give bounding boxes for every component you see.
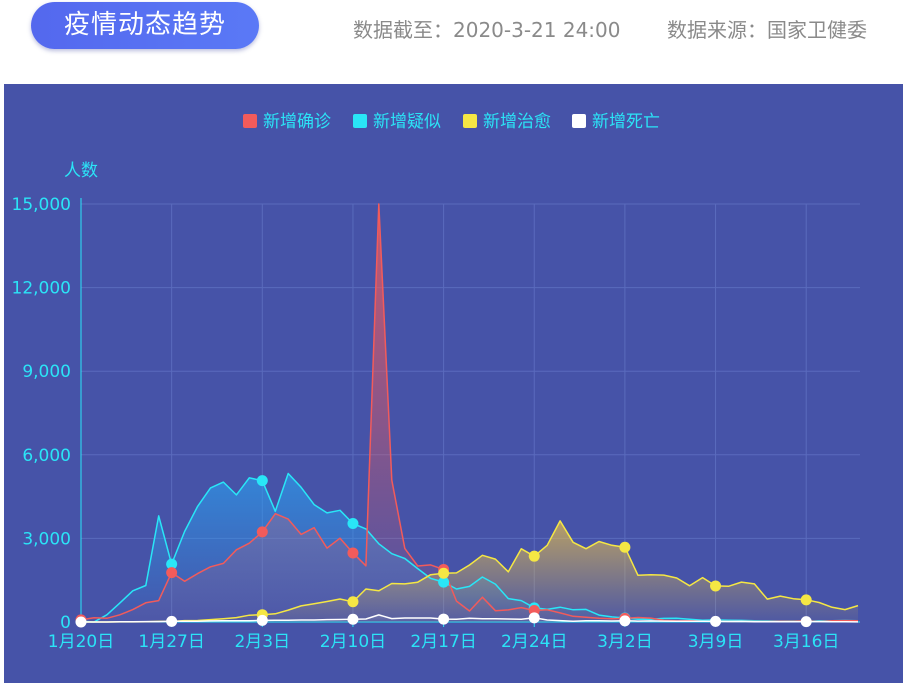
data-point-suspected[interactable] xyxy=(347,517,359,529)
legend-swatch xyxy=(463,114,477,128)
x-tick-label: 3月16日 xyxy=(773,632,839,652)
data-point-cured[interactable] xyxy=(710,580,722,592)
x-tick-label: 3月9日 xyxy=(688,632,744,652)
data-point-deaths[interactable] xyxy=(75,616,87,628)
series-markers xyxy=(75,475,812,628)
legend-label: 新增治愈 xyxy=(483,112,551,132)
x-tick-label: 2月17日 xyxy=(410,632,476,652)
series-line-suspected xyxy=(80,472,859,623)
data-point-deaths[interactable] xyxy=(619,615,631,627)
y-axis-label: 人数 xyxy=(64,161,98,181)
data-source-text: 数据来源：国家卫健委 xyxy=(667,18,867,42)
series-area-cured xyxy=(81,520,858,622)
series-line-deaths xyxy=(81,614,859,623)
data-point-cured[interactable] xyxy=(800,594,812,606)
series-area-confirmed xyxy=(81,204,858,622)
data-point-deaths[interactable] xyxy=(347,613,359,625)
data-point-confirmed[interactable] xyxy=(166,567,178,579)
x-tick-label: 1月27日 xyxy=(138,632,204,652)
y-tick-label: 0 xyxy=(60,613,71,633)
legend-item-confirmed[interactable]: 新增确诊 xyxy=(243,112,331,132)
data-point-confirmed[interactable] xyxy=(256,526,268,538)
legend-label: 新增确诊 xyxy=(263,112,331,132)
series-lines xyxy=(80,203,859,623)
y-tick-label: 3,000 xyxy=(22,529,71,549)
data-date-text: 数据截至：2020-3-21 24:00 xyxy=(353,18,621,42)
y-tick-label: 9,000 xyxy=(22,362,71,382)
page-title: 疫情动态趋势 xyxy=(31,2,259,49)
data-point-cured[interactable] xyxy=(528,550,540,562)
y-tick-label: 12,000 xyxy=(12,279,71,299)
grid-lines xyxy=(81,203,860,622)
series-areas xyxy=(81,204,858,622)
legend-label: 新增疑似 xyxy=(373,112,441,132)
data-point-suspected[interactable] xyxy=(256,475,268,487)
data-point-deaths[interactable] xyxy=(438,613,450,625)
data-point-confirmed[interactable] xyxy=(347,547,359,559)
x-tick-label: 2月3日 xyxy=(234,632,290,652)
data-point-deaths[interactable] xyxy=(166,615,178,627)
data-point-cured[interactable] xyxy=(438,567,450,579)
x-tick-label: 1月20日 xyxy=(48,632,114,652)
data-point-deaths[interactable] xyxy=(800,616,812,628)
legend-swatch xyxy=(353,114,367,128)
chart-legend: 新增确诊 新增疑似 新增治愈 新增死亡 xyxy=(243,112,660,132)
legend-item-deaths[interactable]: 新增死亡 xyxy=(572,112,660,132)
series-line-cured xyxy=(81,520,859,623)
trend-chart: 新增确诊 新增疑似 新增治愈 新增死亡 人数 0 3,000 6,000 9,000 12,0… xyxy=(12,112,860,652)
x-tick-label: 2月24日 xyxy=(501,632,567,652)
x-tick-label: 2月10日 xyxy=(320,632,386,652)
tick-labels: 0 3,000 6,000 9,000 12,000 15,000 1月20日 1月27日 2月… xyxy=(12,195,840,652)
x-tick-label: 3月2日 xyxy=(597,632,653,652)
legend-label: 新增死亡 xyxy=(592,112,660,132)
data-point-cured[interactable] xyxy=(347,596,359,608)
legend-swatch xyxy=(572,114,586,128)
legend-swatch xyxy=(243,114,257,128)
y-tick-label: 6,000 xyxy=(22,446,71,466)
data-point-deaths[interactable] xyxy=(256,614,268,626)
data-point-suspected[interactable] xyxy=(438,576,450,588)
data-point-deaths[interactable] xyxy=(528,612,540,624)
y-tick-label: 15,000 xyxy=(12,195,71,215)
data-point-cured[interactable] xyxy=(619,541,631,553)
chart-panel: 新增确诊 新增疑似 新增治愈 新增死亡 人数 0 3,000 6,000 9,000 12,0… xyxy=(4,84,903,683)
data-point-deaths[interactable] xyxy=(710,615,722,627)
legend-item-cured[interactable]: 新增治愈 xyxy=(463,112,551,132)
data-point-suspected[interactable] xyxy=(166,558,178,570)
legend-item-suspected[interactable]: 新增疑似 xyxy=(353,112,441,132)
